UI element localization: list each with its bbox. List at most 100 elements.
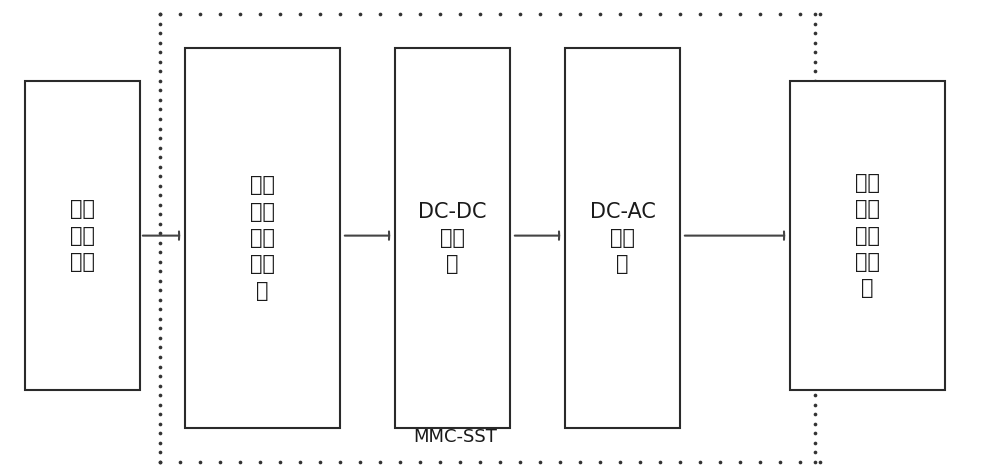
Point xyxy=(192,458,208,466)
Point xyxy=(152,458,168,466)
Point xyxy=(152,210,168,218)
Point xyxy=(632,458,648,466)
Point xyxy=(632,10,648,18)
Point xyxy=(152,353,168,361)
Point xyxy=(812,10,828,18)
Point xyxy=(692,10,708,18)
Point xyxy=(152,277,168,285)
Point xyxy=(807,268,823,275)
Point xyxy=(807,458,823,466)
Point xyxy=(807,277,823,285)
Bar xyxy=(565,48,680,428)
Point xyxy=(392,10,408,18)
Point xyxy=(807,353,823,361)
Point xyxy=(152,144,168,151)
Point xyxy=(272,458,288,466)
Point xyxy=(292,10,308,18)
Point xyxy=(807,239,823,247)
Point xyxy=(152,420,168,427)
Point xyxy=(807,410,823,418)
Point xyxy=(752,10,768,18)
Point xyxy=(472,10,488,18)
Point xyxy=(212,458,228,466)
Point xyxy=(192,10,208,18)
Point xyxy=(807,391,823,399)
Point xyxy=(152,410,168,418)
Point xyxy=(252,10,268,18)
Point xyxy=(152,448,168,456)
Point xyxy=(732,458,748,466)
Point xyxy=(312,10,328,18)
Point xyxy=(212,10,228,18)
Point xyxy=(807,153,823,161)
Point xyxy=(392,458,408,466)
Text: 低压
交流
电网
或负
载: 低压 交流 电网 或负 载 xyxy=(855,173,880,298)
Point xyxy=(772,458,788,466)
Point xyxy=(152,106,168,113)
Point xyxy=(152,96,168,104)
Point xyxy=(152,201,168,208)
Point xyxy=(152,134,168,142)
Point xyxy=(807,325,823,332)
Point xyxy=(512,10,528,18)
Point xyxy=(152,458,168,466)
Point xyxy=(152,429,168,437)
Point xyxy=(807,229,823,237)
Point xyxy=(807,77,823,85)
Point xyxy=(152,10,168,18)
Point xyxy=(152,315,168,323)
Point xyxy=(152,68,168,75)
Point xyxy=(807,420,823,427)
Point xyxy=(807,163,823,170)
Point xyxy=(152,115,168,123)
Point xyxy=(152,10,168,18)
Point xyxy=(372,458,388,466)
Point xyxy=(612,458,628,466)
Bar xyxy=(25,81,140,390)
Point xyxy=(807,106,823,113)
Point xyxy=(807,182,823,189)
Bar xyxy=(185,48,340,428)
Point xyxy=(712,10,728,18)
Point xyxy=(152,191,168,199)
Point xyxy=(752,458,768,466)
Point xyxy=(807,10,823,18)
Point xyxy=(652,458,668,466)
Point xyxy=(232,458,248,466)
Point xyxy=(807,134,823,142)
Point xyxy=(352,10,368,18)
Point xyxy=(152,382,168,389)
Point xyxy=(807,306,823,313)
Point xyxy=(152,391,168,399)
Point xyxy=(807,315,823,323)
Point xyxy=(807,344,823,351)
Point xyxy=(152,172,168,180)
Point xyxy=(152,372,168,380)
Point xyxy=(472,458,488,466)
Point xyxy=(807,172,823,180)
Point xyxy=(812,458,828,466)
Point xyxy=(412,458,428,466)
Point xyxy=(152,125,168,132)
Point xyxy=(672,458,688,466)
Point xyxy=(152,58,168,66)
Text: 模块
化多
电平
变流
器: 模块 化多 电平 变流 器 xyxy=(250,175,275,301)
Point xyxy=(807,334,823,342)
Point xyxy=(807,258,823,266)
Point xyxy=(152,229,168,237)
Point xyxy=(332,10,348,18)
Point xyxy=(592,458,608,466)
Point xyxy=(807,39,823,47)
Point xyxy=(792,10,808,18)
Point xyxy=(152,30,168,37)
Text: MMC-SST: MMC-SST xyxy=(413,428,497,446)
Point xyxy=(807,248,823,256)
Point xyxy=(172,10,188,18)
Point xyxy=(352,458,368,466)
Point xyxy=(412,10,428,18)
Point xyxy=(807,372,823,380)
Point xyxy=(152,258,168,266)
Point xyxy=(807,68,823,75)
Point xyxy=(252,458,268,466)
Point xyxy=(532,10,548,18)
